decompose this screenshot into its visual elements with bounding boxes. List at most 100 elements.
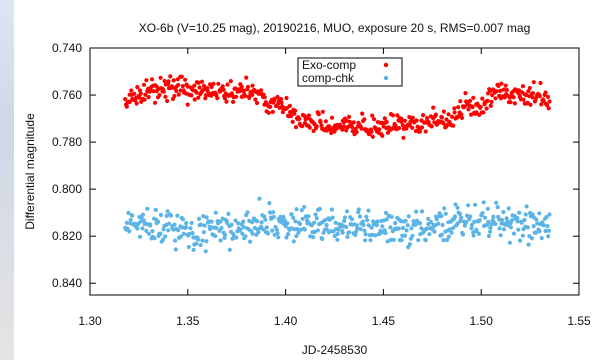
data-point xyxy=(511,95,516,100)
data-point xyxy=(520,233,525,238)
data-point xyxy=(458,99,463,104)
data-point xyxy=(369,225,374,230)
data-point xyxy=(510,218,515,223)
data-point xyxy=(354,229,359,234)
data-point xyxy=(460,232,466,237)
data-point xyxy=(526,242,531,247)
data-point xyxy=(140,212,145,217)
data-point xyxy=(446,234,451,239)
data-point xyxy=(369,129,374,134)
data-point xyxy=(171,78,176,83)
data-point xyxy=(346,114,352,119)
data-point xyxy=(439,232,444,237)
data-point xyxy=(166,221,172,226)
data-point xyxy=(388,225,393,230)
data-point xyxy=(464,220,469,225)
data-point xyxy=(414,209,419,214)
data-point xyxy=(142,97,147,102)
data-point xyxy=(329,207,334,212)
data-point xyxy=(471,233,476,238)
data-point xyxy=(347,119,352,124)
data-point xyxy=(320,109,325,114)
data-point xyxy=(178,234,183,239)
data-point xyxy=(158,212,164,218)
data-point xyxy=(213,210,218,215)
data-point xyxy=(419,125,425,130)
data-point xyxy=(291,215,296,220)
data-point xyxy=(146,231,151,236)
data-point xyxy=(330,215,335,220)
data-point xyxy=(228,79,233,84)
data-point xyxy=(297,221,303,227)
data-point xyxy=(481,200,486,205)
data-point xyxy=(243,234,248,239)
data-point xyxy=(127,229,132,234)
data-point xyxy=(505,219,510,224)
data-point xyxy=(201,230,206,235)
data-point xyxy=(222,96,227,101)
data-point xyxy=(187,231,192,236)
data-point xyxy=(355,226,360,231)
data-point xyxy=(521,97,526,102)
data-point xyxy=(320,236,325,242)
data-point xyxy=(429,124,434,129)
data-point xyxy=(316,112,321,117)
data-point xyxy=(209,84,214,90)
data-point xyxy=(279,100,284,105)
data-point xyxy=(515,216,520,221)
data-point xyxy=(196,95,201,100)
data-point xyxy=(517,238,523,243)
data-point xyxy=(297,116,302,121)
data-point xyxy=(484,106,489,111)
data-point xyxy=(353,232,358,238)
data-point xyxy=(284,95,289,101)
data-point xyxy=(336,227,341,232)
data-point xyxy=(537,211,542,216)
data-point xyxy=(315,228,320,233)
data-point xyxy=(354,223,359,228)
data-point xyxy=(404,228,409,233)
data-point xyxy=(259,224,264,229)
data-point xyxy=(144,78,149,83)
data-point xyxy=(486,219,491,224)
data-point xyxy=(168,74,173,79)
data-point xyxy=(459,112,464,117)
data-point xyxy=(188,226,193,231)
data-point xyxy=(444,237,450,243)
data-point xyxy=(278,97,284,102)
data-point xyxy=(137,234,143,239)
data-point xyxy=(478,104,483,109)
data-point xyxy=(499,217,505,223)
data-point xyxy=(294,234,299,239)
data-point xyxy=(194,90,199,95)
data-point xyxy=(213,233,218,239)
data-point xyxy=(399,116,404,121)
y-tick-label: 0.820 xyxy=(52,229,82,243)
data-point xyxy=(524,204,529,209)
data-point xyxy=(128,217,133,223)
data-point xyxy=(146,95,151,100)
data-point xyxy=(423,238,428,243)
data-point xyxy=(141,218,146,223)
data-point xyxy=(374,223,379,228)
chart-title: XO-6b (V=10.25 mag), 20190216, MUO, expo… xyxy=(139,21,531,35)
data-point xyxy=(413,222,418,227)
data-point xyxy=(209,219,214,224)
data-point xyxy=(342,215,348,220)
data-point xyxy=(314,124,319,129)
data-point xyxy=(407,242,412,247)
data-point xyxy=(134,101,139,106)
data-point xyxy=(506,206,511,211)
data-point xyxy=(299,208,304,213)
data-point xyxy=(360,219,365,224)
data-point xyxy=(200,238,205,243)
data-point xyxy=(206,219,211,224)
data-point xyxy=(183,77,188,82)
data-point xyxy=(504,87,509,93)
data-point xyxy=(366,208,371,213)
data-point xyxy=(469,226,474,231)
data-point xyxy=(234,94,239,99)
data-point xyxy=(243,94,248,99)
data-point xyxy=(267,201,272,206)
data-point xyxy=(169,84,174,89)
